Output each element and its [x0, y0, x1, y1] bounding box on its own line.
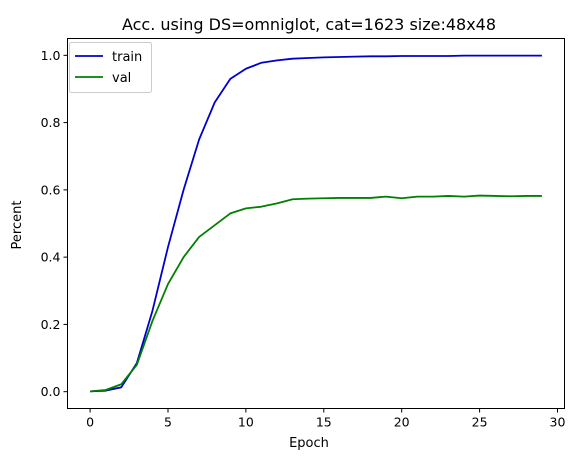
- x-tick-label: 30: [550, 415, 566, 430]
- legend-box: [69, 42, 152, 93]
- plot-area: [67, 38, 565, 409]
- y-axis-label: Percent: [10, 201, 25, 250]
- y-tick-label: 0.0: [41, 384, 61, 399]
- x-axis-label: Epoch: [289, 436, 329, 451]
- series-lines: [90, 54, 542, 393]
- x-tick-label: 20: [394, 415, 410, 430]
- y-tick-label: 0.6: [41, 182, 61, 197]
- y-tick-label: 1.0: [41, 48, 61, 63]
- x-tick-label: 10: [238, 415, 254, 430]
- series-line-train: [90, 54, 542, 393]
- x-tick-label: 5: [164, 415, 172, 430]
- y-axis-ticks: 0.0 0.2 0.4 0.6 0.8 1.0: [41, 48, 68, 399]
- y-tick-label: 0.4: [41, 250, 61, 265]
- y-tick-label: 0.2: [41, 317, 61, 332]
- chart-title: Acc. using DS=omniglot, cat=1623 size:48…: [122, 15, 496, 34]
- x-tick-label: 0: [86, 415, 94, 430]
- series-line-val: [90, 194, 542, 393]
- legend: train val: [69, 42, 152, 93]
- y-tick-label: 0.8: [41, 115, 61, 130]
- x-tick-label: 25: [472, 415, 488, 430]
- x-tick-label: 15: [316, 415, 332, 430]
- x-axis-ticks: 0 5 10 15 20 25 30: [86, 408, 566, 430]
- legend-val-label: val: [112, 71, 131, 86]
- legend-train-label: train: [112, 50, 142, 65]
